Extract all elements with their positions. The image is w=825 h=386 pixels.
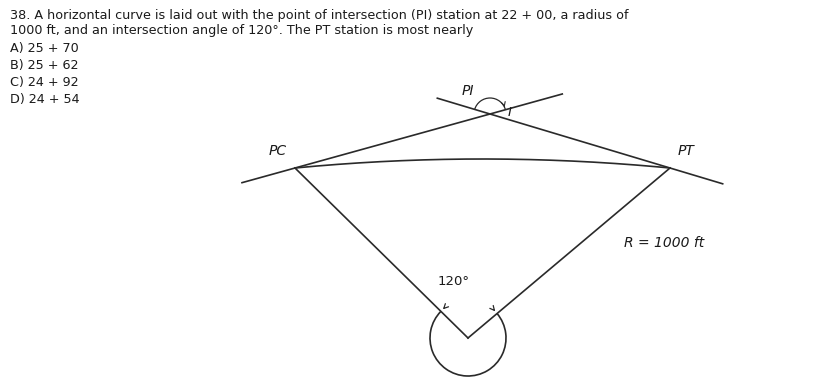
Text: 38. A horizontal curve is laid out with the point of intersection (PI) station a: 38. A horizontal curve is laid out with … [10,9,629,22]
Text: PC: PC [269,144,287,158]
Text: I: I [508,105,512,119]
Text: PI: PI [462,84,474,98]
Text: A) 25 + 70: A) 25 + 70 [10,42,78,55]
Text: C) 24 + 92: C) 24 + 92 [10,76,78,89]
Text: 120°: 120° [438,275,470,288]
Text: R = 1000 ft: R = 1000 ft [624,236,705,250]
Text: D) 24 + 54: D) 24 + 54 [10,93,80,106]
Text: B) 25 + 62: B) 25 + 62 [10,59,78,72]
Text: PT: PT [678,144,695,158]
Text: 1000 ft, and an intersection angle of 120°. The PT station is most nearly: 1000 ft, and an intersection angle of 12… [10,24,474,37]
